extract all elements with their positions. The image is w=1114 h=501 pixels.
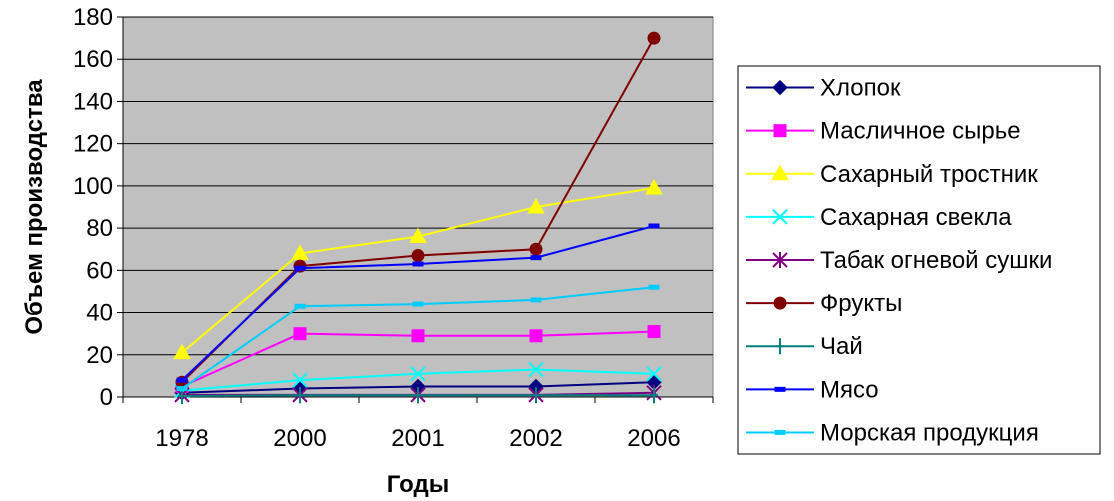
y-tick-label-3: 60: [86, 257, 113, 284]
series-2-point-0: [173, 343, 191, 360]
y-tick-label-4: 80: [86, 215, 113, 242]
legend-item-3: Сахарная свекла: [746, 204, 1012, 231]
series-8-point-3: [530, 297, 542, 303]
y-axis: 0 20 40 60 80 100 120 140 160 180: [73, 4, 124, 411]
series-3-point-1: [292, 372, 308, 388]
x-tick-label-3: 2002: [509, 425, 562, 452]
legend-swatch-marker-1: [773, 124, 787, 138]
legend-item-4: Табак огневой сушки: [746, 247, 1052, 274]
legend-label-5: Фрукты: [820, 290, 902, 317]
x-tick-label-0: 1978: [155, 425, 208, 452]
y-tick-label-8: 160: [73, 46, 113, 73]
legend-label-7: Мясо: [820, 376, 879, 403]
y-axis-title: Объем производства: [21, 79, 48, 335]
series-7: [176, 223, 660, 383]
legend-label-3: Сахарная свекла: [820, 204, 1012, 231]
series-3-point-4: [646, 366, 662, 382]
legend-swatch-marker-8: [774, 429, 786, 435]
y-tick-label-1: 20: [86, 342, 113, 369]
legend-label-6: Чай: [820, 333, 863, 360]
legend-swatch-marker-0: [772, 79, 788, 96]
legend-label-4: Табак огневой сушки: [820, 247, 1052, 274]
series-7-point-2: [412, 261, 424, 267]
series-5-point-3: [529, 242, 543, 256]
legend-swatch-marker-2: [771, 164, 789, 181]
series-1-point-3: [529, 329, 543, 343]
series-2-point-1: [291, 244, 309, 260]
series-8-point-0: [176, 386, 188, 392]
series-5-point-2: [411, 249, 425, 263]
x-tick-label-1: 2000: [273, 425, 326, 452]
series-6-point-4: [650, 387, 658, 404]
series-2-point-4: [645, 178, 663, 195]
legend-item-5: Фрукты: [746, 290, 902, 317]
legend-item-6: Чай: [746, 333, 863, 360]
legend-swatch-marker-6: [776, 338, 784, 355]
series-7-point-3: [530, 255, 542, 261]
series-8: [176, 284, 660, 392]
series-7-point-0: [176, 377, 188, 383]
x-tick-label-2: 2001: [391, 425, 444, 452]
legend-swatch-marker-3: [772, 209, 788, 225]
legend-item-0: Хлопок: [746, 75, 901, 102]
series-6-point-1: [296, 387, 304, 404]
series-2-point-2: [409, 227, 427, 244]
legend-label-8: Морская продукция: [820, 419, 1039, 446]
y-tick-label-7: 140: [73, 88, 113, 115]
legend-label-0: Хлопок: [820, 75, 901, 102]
series-1-point-2: [411, 329, 425, 343]
x-axis-title: Годы: [387, 471, 449, 498]
y-tick-label-6: 120: [73, 131, 113, 158]
series-5-point-4: [647, 31, 661, 45]
legend-swatch-marker-5: [773, 296, 787, 310]
y-tick-label-2: 40: [86, 300, 113, 327]
series-7-point-4: [648, 223, 660, 229]
series-6: [178, 387, 658, 404]
series-1-point-1: [293, 327, 307, 341]
series-6-point-2: [414, 387, 422, 404]
series-2-point-3: [527, 197, 545, 214]
series-2: [173, 178, 663, 360]
x-axis: 1978 2000 2001 2002 2006: [122, 396, 714, 452]
series-1-point-4: [647, 325, 661, 339]
series-layer: [173, 31, 663, 404]
gridlines: [123, 16, 713, 356]
legend-label-2: Сахарный тростник: [820, 161, 1038, 188]
legend-label-1: Масличное сырье: [820, 118, 1021, 145]
series-8-point-4: [648, 284, 660, 290]
series-8-point-2: [412, 301, 424, 307]
legend-swatch-marker-7: [774, 386, 786, 392]
legend-item-7: Мясо: [746, 376, 879, 403]
series-3-point-3: [528, 361, 544, 378]
series-7-point-1: [294, 265, 306, 271]
series-6-point-3: [532, 387, 540, 404]
y-tick-label-5: 100: [73, 173, 113, 200]
series-8-point-1: [294, 303, 306, 309]
legend-item-8: Морская продукция: [746, 419, 1039, 446]
x-tick-label-4: 2006: [627, 425, 680, 452]
y-tick-label-9: 180: [73, 4, 113, 31]
y-tick-label-0: 0: [100, 384, 113, 411]
legend: Хлопок Масличное сырье Сахарный тростник Са…: [737, 65, 1101, 455]
legend-swatch-marker-4: [772, 252, 788, 268]
legend-item-1: Масличное сырье: [746, 118, 1021, 145]
legend-item-2: Сахарный тростник: [746, 161, 1038, 188]
series-3-point-2: [410, 366, 426, 382]
